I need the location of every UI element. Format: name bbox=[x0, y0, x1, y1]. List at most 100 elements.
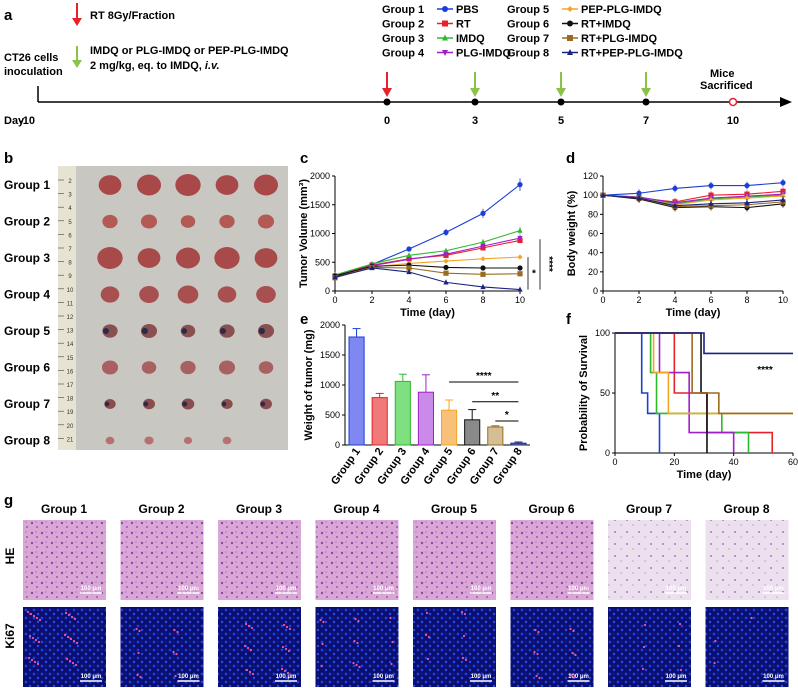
dose-label: 2 mg/kg, eq. to IMDQ, bbox=[90, 60, 202, 72]
ki67-positive-cell bbox=[69, 637, 73, 641]
tumor-specimen bbox=[181, 398, 195, 410]
data-point bbox=[517, 254, 523, 260]
histology-column-label: Group 1 bbox=[41, 502, 87, 516]
histology-column-label: Group 7 bbox=[626, 502, 672, 516]
histology-column-label: Group 8 bbox=[723, 502, 769, 516]
data-point bbox=[406, 252, 412, 258]
series-group-8 bbox=[332, 264, 523, 292]
x-axis-title: Time (day) bbox=[400, 307, 455, 319]
data-point bbox=[480, 210, 486, 216]
data-point bbox=[443, 270, 449, 276]
survival-chart: 0 20 40 60 0 50 100 Time (day) Probability of Su… bbox=[578, 328, 798, 481]
ki67-positive-cell bbox=[352, 661, 355, 665]
bar bbox=[394, 380, 411, 446]
ki67-positive-cell bbox=[33, 660, 37, 664]
tumor-photo bbox=[58, 166, 288, 450]
ki67-positive-cell bbox=[36, 662, 40, 666]
ki67-positive-cell bbox=[246, 646, 250, 650]
tumor-dark-spot bbox=[221, 401, 227, 407]
ki67-positive-cell bbox=[677, 644, 681, 648]
panel-b: b 2 3 4 5 6 7 8 9 10 11 12 13 14 15 16 17 18 19 20 21 Group… bbox=[4, 150, 288, 450]
ki67-positive-cell bbox=[354, 617, 357, 621]
tumor-specimen bbox=[218, 360, 236, 375]
x-tick-label: 8 bbox=[480, 295, 485, 305]
y-tick-label: 40 bbox=[588, 248, 598, 258]
bar bbox=[417, 391, 434, 446]
y-tick-label: 20 bbox=[588, 267, 598, 277]
panel-a-letter: a bbox=[4, 7, 13, 24]
ki67-positive-cell bbox=[537, 630, 540, 634]
sacrifice-dot bbox=[728, 97, 738, 107]
scale-label-he: 100 μm bbox=[666, 586, 687, 592]
tumor-specimen bbox=[142, 398, 156, 410]
tumor-specimen bbox=[253, 174, 279, 196]
legend-group-name: Group 5 bbox=[507, 4, 549, 16]
ki67-positive-cell bbox=[73, 617, 77, 621]
tumor-specimen bbox=[102, 324, 118, 338]
ki67-positive-cell bbox=[74, 663, 78, 667]
data-point bbox=[480, 239, 486, 245]
y-tick-label: 100 bbox=[595, 328, 610, 338]
ki67-positive-cell bbox=[389, 616, 392, 620]
rt-arrowhead bbox=[382, 88, 392, 97]
he-image bbox=[510, 520, 594, 600]
ki67-positive-cell bbox=[750, 616, 753, 620]
tumor-row-label: Group 6 bbox=[4, 361, 50, 375]
tumor-specimen bbox=[256, 285, 276, 304]
ki67-positive-cell bbox=[27, 656, 31, 660]
data-point bbox=[480, 283, 486, 290]
survival-significance: **** bbox=[757, 365, 773, 376]
ki67-positive-cell bbox=[714, 639, 717, 643]
scale-label-he: 100 μm bbox=[763, 586, 784, 592]
ki67-positive-cell bbox=[424, 633, 428, 637]
ki67-positive-cell bbox=[64, 611, 68, 615]
x-tick-label: 0 bbox=[332, 295, 337, 305]
svg-text:c: c bbox=[300, 150, 308, 167]
tumor-specimen bbox=[140, 214, 158, 229]
scale-label-ki67: 100 μm bbox=[568, 674, 589, 680]
ki67-positive-cell bbox=[245, 668, 249, 672]
legend-group-name: Group 3 bbox=[382, 33, 424, 45]
tumor-specimen bbox=[180, 360, 196, 375]
y-tick-label: 0 bbox=[605, 448, 610, 458]
histology-column-label: Group 3 bbox=[236, 502, 282, 516]
ki67-positive-cell bbox=[284, 647, 288, 651]
x-tick-label: 6 bbox=[708, 295, 713, 305]
tumor-specimen bbox=[175, 247, 201, 269]
x-tick-label: 8 bbox=[744, 295, 749, 305]
ki67-positive-cell bbox=[538, 676, 541, 680]
legend-marker bbox=[567, 35, 573, 41]
timeline-dot bbox=[642, 98, 650, 106]
ki67-positive-cell bbox=[534, 628, 537, 632]
ki67-positive-cell bbox=[243, 644, 247, 648]
data-point bbox=[406, 246, 412, 252]
x-tick-label: 0 bbox=[612, 457, 617, 467]
ki67-positive-cell bbox=[425, 611, 429, 615]
ki67-positive-cell bbox=[572, 629, 575, 633]
ki67-positive-cell bbox=[172, 650, 175, 654]
panel-g-letter: g bbox=[4, 492, 13, 509]
data-point bbox=[600, 192, 606, 198]
he-image bbox=[315, 520, 399, 600]
x-tick-label: 2 bbox=[369, 295, 374, 305]
day-label: Day bbox=[4, 115, 25, 127]
inoculation-line2: inoculation bbox=[4, 66, 63, 78]
tumor-specimen bbox=[219, 324, 235, 338]
legend-treatment: PBS bbox=[456, 4, 479, 16]
legend-group-name: Group 6 bbox=[507, 19, 549, 31]
timeline-day-label: 10 bbox=[727, 115, 739, 127]
ki67-positive-cell bbox=[356, 641, 359, 645]
data-point bbox=[744, 195, 750, 201]
tumor-specimen bbox=[101, 360, 119, 375]
data-point bbox=[517, 236, 523, 242]
ki67-positive-cell bbox=[31, 636, 35, 640]
tumor-dark-spot bbox=[104, 401, 110, 407]
timeline-day-label: 5 bbox=[558, 115, 564, 127]
y-axis-title: Weight of tumor (mg) bbox=[303, 329, 315, 440]
series-group-8 bbox=[615, 332, 793, 355]
ki67-positive-cell bbox=[286, 671, 290, 675]
ki67-positive-cell bbox=[66, 635, 70, 639]
ki67-positive-cell bbox=[641, 667, 645, 671]
